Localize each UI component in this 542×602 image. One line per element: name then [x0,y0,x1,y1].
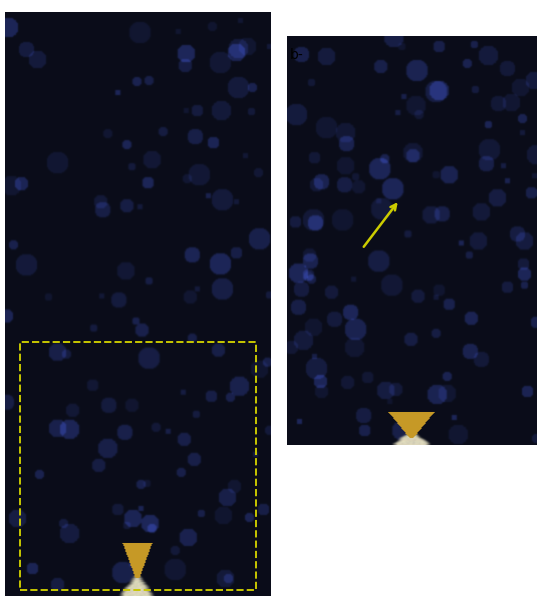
Bar [20,342,256,590]
Text: b-: b- [290,48,304,63]
